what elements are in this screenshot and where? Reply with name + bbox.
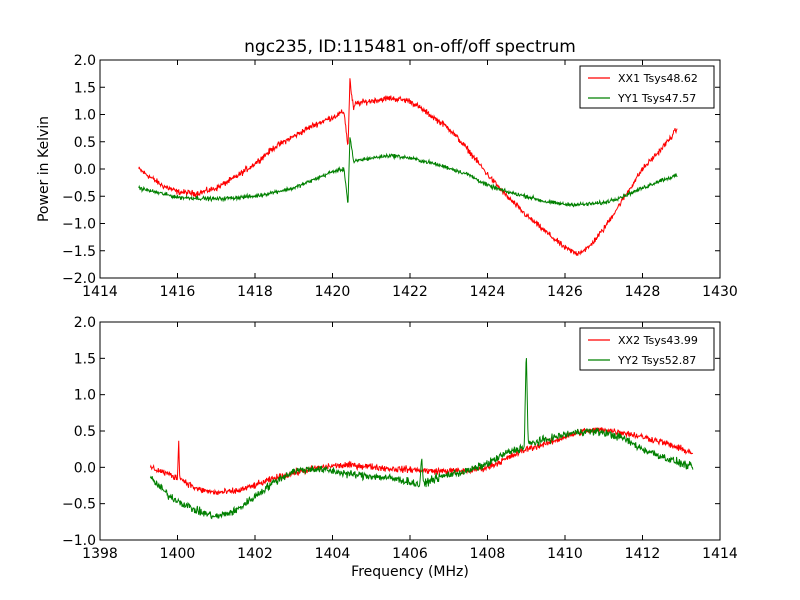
x-tick-label: 1408: [470, 546, 506, 562]
top-spectrum-panel: 1414 1416 1418 1420 1422 1424 1426 1428 1430 −2.0…: [62, 53, 738, 300]
legend-entry: YY1 Tsys47.57: [617, 92, 696, 105]
y-tick-label: −0.5: [62, 189, 96, 205]
y-tick-label: 1.5: [74, 351, 96, 367]
bottom-spectrum-panel: 1398 1400 1402 1404 1406 1408 1410 1412 1414 −1.0…: [62, 315, 738, 562]
x-tick-label: 1430: [702, 284, 738, 300]
y-tick-label: 0.0: [74, 162, 96, 178]
legend-entry: XX2 Tsys43.99: [618, 334, 698, 347]
x-tick-label: 1426: [547, 284, 583, 300]
x-tick-label: 1404: [315, 546, 351, 562]
x-tick-label: 1414: [82, 284, 118, 300]
y-tick-label: −1.0: [62, 533, 96, 549]
x-tick-label: 1428: [625, 284, 661, 300]
legend-box: [579, 327, 715, 371]
x-tick-label: 1418: [237, 284, 273, 300]
x-axis-label: Frequency (MHz): [351, 564, 469, 580]
y-tick-label: 2.0: [74, 53, 96, 69]
legend-entry: YY2 Tsys52.87: [617, 354, 696, 367]
legend: XX1 Tsys48.62 YY1 Tsys47.57: [579, 65, 715, 109]
legend: XX2 Tsys43.99 YY2 Tsys52.87: [579, 327, 715, 371]
x-tick-label: 1422: [392, 284, 428, 300]
series-line-1: [149, 427, 694, 496]
x-tick-label: 1414: [702, 546, 738, 562]
y-tick-label: 2.0: [74, 315, 96, 331]
y-tick-label: −1.0: [62, 217, 96, 233]
x-tick-label: 1402: [237, 546, 273, 562]
y-tick-label: 0.5: [74, 135, 96, 151]
x-tick-label: 1398: [82, 546, 118, 562]
y-tick-label: 0.5: [74, 424, 96, 440]
x-tick-label: 1420: [315, 284, 351, 300]
x-tick-label: 1416: [160, 284, 196, 300]
y-axis-label: Power in Kelvin: [36, 116, 52, 222]
x-tick-label: 1424: [470, 284, 506, 300]
legend-entry: XX1 Tsys48.62: [618, 72, 698, 85]
y-tick-label: 0.0: [74, 460, 96, 476]
legend-box: [579, 65, 715, 109]
y-tick-label: −2.0: [62, 271, 96, 287]
series-group: [149, 358, 694, 520]
series-line-2: [138, 137, 678, 208]
y-tick-label: −0.5: [62, 497, 96, 513]
x-tick-label: 1412: [625, 546, 661, 562]
y-tick-label: −1.5: [62, 244, 96, 260]
series-line-1: [138, 78, 678, 256]
series-group: [138, 78, 678, 256]
series-line-2: [149, 358, 694, 520]
chart-title: ngc235, ID:115481 on-off/off spectrum: [244, 37, 576, 57]
x-tick-label: 1400: [160, 546, 196, 562]
y-tick-label: 1.0: [74, 108, 96, 124]
y-tick-label: 1.5: [74, 80, 96, 96]
x-tick-label: 1410: [547, 546, 583, 562]
x-tick-label: 1406: [392, 546, 428, 562]
y-tick-label: 1.0: [74, 388, 96, 404]
